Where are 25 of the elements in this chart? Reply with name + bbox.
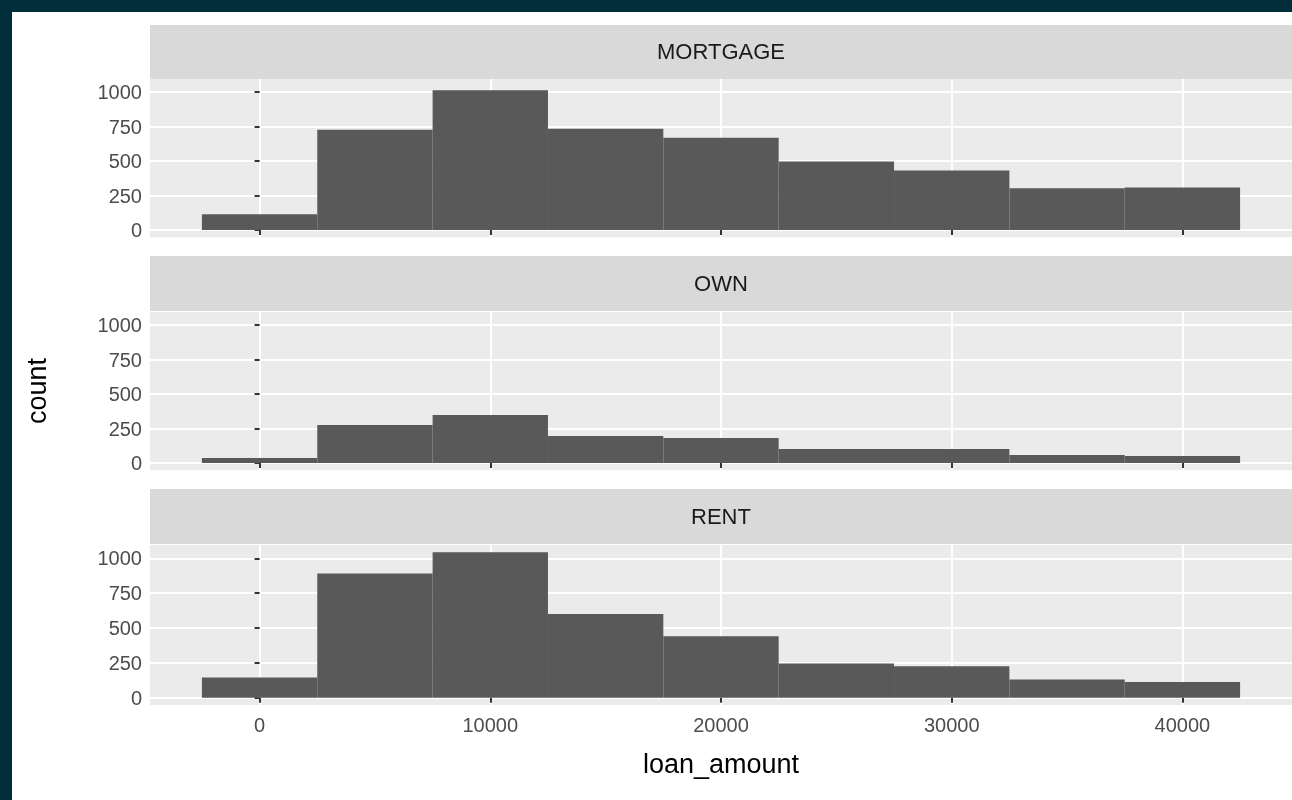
x-tick-label: 0: [254, 714, 266, 736]
y-tick-label: 0: [130, 452, 142, 474]
y-tick-label: 1000: [97, 81, 142, 104]
x-tick-label: 10000: [462, 714, 519, 736]
y-tick-label: 500: [108, 617, 142, 639]
x-tick-label: 30000: [923, 714, 980, 736]
x-tick-label: 40000: [1154, 714, 1211, 736]
y-tick-label: 750: [108, 348, 142, 371]
y-tick-label: 1000: [97, 547, 142, 570]
y-axis-title: count: [21, 357, 52, 425]
y-tick-label: 750: [108, 115, 142, 138]
chart-title: OWN: [150, 256, 1292, 311]
y-tick-label: 500: [108, 150, 142, 173]
y-tick-label: 250: [108, 417, 142, 440]
y-tick-label: 250: [108, 651, 142, 674]
x-tick-label: 20000: [693, 714, 749, 736]
y-tick-label: 1000: [97, 314, 142, 337]
y-tick-label: 0: [130, 686, 142, 709]
chart-title: MORTGAGE: [150, 25, 1292, 79]
y-tick-label: 750: [108, 582, 142, 605]
y-tick-label: 0: [130, 219, 142, 241]
y-tick-label: 500: [108, 383, 142, 406]
chart-title: RENT: [150, 489, 1292, 544]
y-tick-label: 250: [108, 184, 142, 207]
x-axis-title: loan_amount: [642, 748, 800, 779]
